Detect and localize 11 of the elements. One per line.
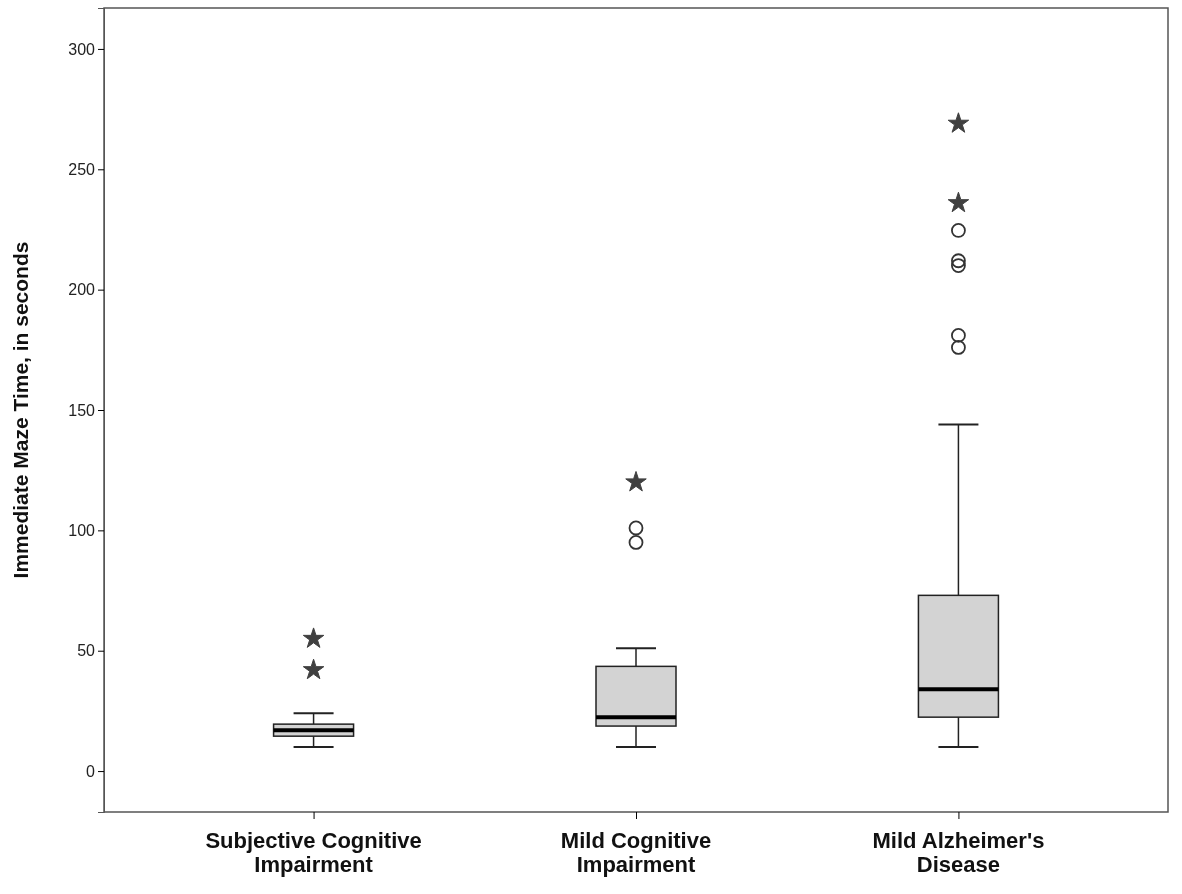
y-tick-label: 250 xyxy=(68,160,96,178)
y-tick-label: 200 xyxy=(68,281,96,299)
y-tick-label: 0 xyxy=(86,762,96,780)
y-tick-label: 300 xyxy=(68,40,96,58)
y-tick-label: 50 xyxy=(77,642,96,660)
x-tick-label: Subjective Cognitive Impairment xyxy=(205,828,422,877)
y-tick-label: 100 xyxy=(68,521,96,539)
x-tick-label: Mild Cognitive Impairment xyxy=(560,828,712,877)
y-tick-label: 150 xyxy=(68,401,96,419)
x-tick-label: Mild Alzheimer's Disease xyxy=(872,828,1045,877)
y-axis-title: Immediate Maze Time, in seconds xyxy=(9,241,32,579)
